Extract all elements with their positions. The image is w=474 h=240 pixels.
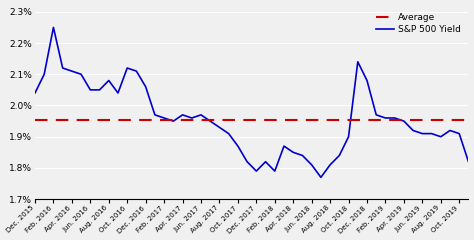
S&P 500 Yield [318, 176, 324, 179]
S&P 500 Yield [78, 73, 84, 76]
S&P 500 Yield [337, 154, 342, 157]
S&P 500 Yield [97, 89, 102, 91]
S&P 500 Yield [152, 114, 158, 116]
S&P 500 Yield [198, 114, 204, 116]
S&P 500 Yield [69, 70, 75, 72]
S&P 500 Yield [32, 92, 38, 95]
S&P 500 Yield [41, 73, 47, 76]
S&P 500 Yield [189, 117, 195, 120]
S&P 500 Yield [300, 154, 305, 157]
S&P 500 Yield [291, 151, 296, 154]
S&P 500 Yield [134, 70, 139, 72]
S&P 500 Yield [51, 26, 56, 29]
S&P 500 Yield [60, 66, 65, 69]
S&P 500 Yield [410, 129, 416, 132]
S&P 500 Yield [346, 135, 351, 138]
S&P 500 Yield [309, 163, 315, 166]
S&P 500 Yield [143, 85, 148, 88]
Line: S&P 500 Yield: S&P 500 Yield [35, 27, 468, 177]
S&P 500 Yield [207, 120, 213, 123]
S&P 500 Yield [180, 114, 185, 116]
S&P 500 Yield [374, 114, 379, 116]
S&P 500 Yield [171, 120, 176, 123]
S&P 500 Yield [115, 92, 121, 95]
S&P 500 Yield [272, 170, 278, 173]
S&P 500 Yield [465, 160, 471, 163]
S&P 500 Yield [217, 126, 222, 129]
S&P 500 Yield [124, 66, 130, 69]
Average [41, 118, 47, 121]
Legend: Average, S&P 500 Yield: Average, S&P 500 Yield [373, 10, 464, 37]
S&P 500 Yield [244, 160, 250, 163]
S&P 500 Yield [355, 60, 361, 63]
S&P 500 Yield [106, 79, 111, 82]
S&P 500 Yield [281, 145, 287, 148]
S&P 500 Yield [392, 117, 398, 120]
Average [32, 118, 38, 121]
S&P 500 Yield [235, 145, 241, 148]
S&P 500 Yield [383, 117, 388, 120]
S&P 500 Yield [428, 132, 434, 135]
S&P 500 Yield [226, 132, 231, 135]
S&P 500 Yield [447, 129, 453, 132]
S&P 500 Yield [327, 163, 333, 166]
S&P 500 Yield [438, 135, 444, 138]
S&P 500 Yield [456, 132, 462, 135]
S&P 500 Yield [161, 117, 167, 120]
S&P 500 Yield [88, 89, 93, 91]
S&P 500 Yield [254, 170, 259, 173]
S&P 500 Yield [263, 160, 268, 163]
S&P 500 Yield [401, 120, 407, 123]
S&P 500 Yield [364, 79, 370, 82]
S&P 500 Yield [419, 132, 425, 135]
